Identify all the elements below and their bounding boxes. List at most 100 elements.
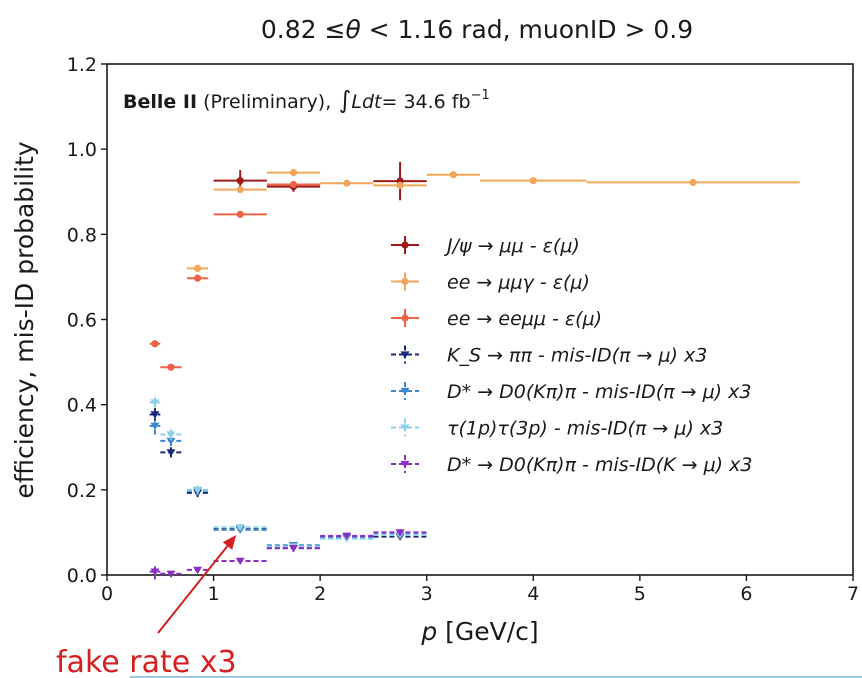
legend-item: ee → eeμμ - ε(μ) bbox=[391, 308, 602, 330]
legend-label: K_S → ππ - mis-ID(π → μ) x3 bbox=[447, 345, 707, 367]
y-tick-label: 1.2 bbox=[67, 54, 97, 76]
data-point bbox=[186, 485, 209, 495]
title-range: 0.82 ≤ bbox=[261, 15, 346, 44]
data-point-marker bbox=[289, 545, 298, 553]
data-point-marker bbox=[151, 340, 159, 348]
experiment-name: Belle II bbox=[123, 91, 197, 113]
data-point bbox=[373, 529, 427, 537]
data-point-marker bbox=[193, 486, 203, 494]
data-point-marker bbox=[401, 241, 409, 249]
data-point bbox=[186, 566, 209, 574]
experiment-status: (Preliminary), bbox=[197, 91, 331, 113]
lumi-exponent: −1 bbox=[471, 88, 490, 103]
data-point bbox=[213, 170, 267, 192]
data-point-marker bbox=[166, 449, 176, 457]
series-2 bbox=[186, 168, 800, 272]
data-point-marker bbox=[235, 524, 245, 532]
data-point bbox=[213, 557, 267, 565]
legend-label: ee → eeμμ - ε(μ) bbox=[447, 308, 602, 330]
x-tick-label: 2 bbox=[314, 583, 326, 605]
data-point bbox=[149, 397, 161, 408]
series-1 bbox=[213, 161, 427, 201]
title-rest: < 1.16 rad, muonID > 0.9 bbox=[361, 15, 693, 44]
legend-label: J/ψ → μμ - ε(μ) bbox=[443, 235, 580, 257]
data-point-marker bbox=[395, 529, 405, 537]
data-point-marker bbox=[150, 422, 160, 431]
data-point bbox=[266, 168, 321, 177]
series-5 bbox=[149, 417, 427, 550]
data-point-marker bbox=[236, 186, 244, 194]
series-3 bbox=[149, 180, 321, 371]
x-tick-label: 1 bbox=[208, 583, 220, 605]
chart-title: 0.82 ≤θ < 1.16 rad, muonID > 0.9 bbox=[261, 15, 693, 44]
data-point-marker bbox=[150, 411, 160, 419]
x-tick-label: 3 bbox=[421, 583, 433, 605]
data-point bbox=[160, 429, 182, 440]
title-theta: θ bbox=[345, 15, 360, 44]
legend-item: D* → D0(Kπ)π - mis-ID(K → μ) x3 bbox=[391, 454, 752, 476]
data-point-marker bbox=[236, 177, 244, 185]
data-point bbox=[160, 570, 182, 578]
legend: J/ψ → μμ - ε(μ) ee → μμγ - ε(μ) ee → eeμμ … bbox=[391, 235, 752, 476]
y-tick-label: 0.6 bbox=[67, 310, 97, 332]
data-point-marker bbox=[400, 424, 410, 432]
data-point-marker bbox=[166, 437, 176, 445]
legend-item: K_S → ππ - mis-ID(π → μ) x3 bbox=[391, 345, 707, 367]
y-tick-label: 0.2 bbox=[67, 480, 97, 502]
y-tick-label: 0.8 bbox=[67, 224, 97, 246]
series-6 bbox=[149, 397, 427, 551]
data-point-marker bbox=[449, 171, 457, 179]
x-tick-label: 4 bbox=[527, 583, 539, 605]
data-point bbox=[213, 186, 267, 194]
data-point-marker bbox=[689, 178, 697, 186]
data-point bbox=[266, 180, 321, 189]
data-point-marker bbox=[400, 387, 410, 396]
series-layer bbox=[149, 161, 800, 580]
data-point-marker bbox=[400, 460, 410, 469]
data-point-marker bbox=[236, 210, 244, 218]
data-point bbox=[373, 181, 427, 189]
x-tick-label: 0 bbox=[101, 583, 113, 605]
y-tick-label: 0.4 bbox=[67, 395, 97, 417]
data-point-marker bbox=[167, 363, 175, 371]
lumi-prefix: Ldt bbox=[351, 91, 383, 113]
legend-item: ee → μμγ - ε(μ) bbox=[391, 272, 590, 294]
legend-item: J/ψ → μμ - ε(μ) bbox=[391, 235, 580, 257]
y-tick-label: 1.0 bbox=[67, 139, 97, 161]
data-point-marker bbox=[193, 264, 202, 272]
data-point bbox=[149, 417, 161, 435]
y-tick-label: 0.0 bbox=[67, 565, 97, 587]
data-point bbox=[149, 340, 161, 348]
data-point-marker bbox=[289, 168, 298, 177]
data-point bbox=[266, 544, 321, 553]
data-point bbox=[426, 171, 480, 179]
x-tick-label: 7 bbox=[847, 583, 859, 605]
data-point bbox=[213, 524, 267, 532]
experiment-label: Belle II (Preliminary), ∫Ldt= 34.6 fb−1 bbox=[123, 86, 490, 114]
data-point-marker bbox=[400, 351, 410, 359]
data-point bbox=[149, 563, 161, 580]
annotation-text: fake rate x3 bbox=[56, 645, 237, 678]
legend-label: τ(1p)τ(3p) - mis-ID(π → μ) x3 bbox=[447, 418, 723, 440]
data-point bbox=[186, 264, 209, 272]
x-tick-label: 6 bbox=[740, 583, 752, 605]
data-point-marker bbox=[343, 179, 351, 187]
data-point-marker bbox=[401, 277, 409, 286]
data-point-marker bbox=[166, 570, 176, 578]
data-point-marker bbox=[166, 431, 176, 439]
x-tick-label: 5 bbox=[634, 583, 646, 605]
data-point-marker bbox=[342, 532, 352, 540]
data-point-marker bbox=[401, 314, 409, 322]
data-point bbox=[586, 178, 800, 186]
data-point-marker bbox=[193, 274, 202, 282]
y-axis-label: efficiency, mis-ID probability bbox=[10, 141, 39, 498]
data-point bbox=[213, 210, 267, 218]
data-point-marker bbox=[529, 177, 537, 185]
data-point-marker bbox=[193, 566, 203, 574]
data-point bbox=[320, 179, 374, 187]
lumi-value: = 34.6 fb bbox=[382, 91, 471, 113]
data-point bbox=[320, 532, 374, 540]
annotation-arrow bbox=[157, 545, 229, 634]
data-point bbox=[186, 274, 209, 282]
